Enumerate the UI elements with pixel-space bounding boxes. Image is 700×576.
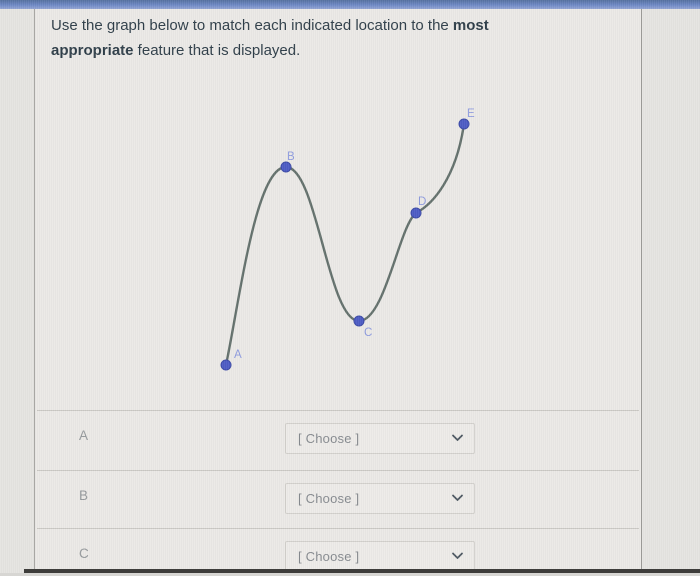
browser-top-strip — [0, 0, 700, 9]
question-line-2: appropriate feature that is displayed. — [51, 41, 301, 59]
choose-dropdown-c[interactable]: [ Choose ] — [285, 541, 475, 572]
row-divider — [37, 528, 639, 529]
screen-bottom-edge — [24, 569, 700, 573]
match-row-c: C [ Choose ] — [35, 528, 640, 576]
choose-placeholder: [ Choose ] — [298, 491, 360, 506]
chevron-down-icon — [452, 434, 463, 441]
question-line-1: Use the graph below to match each indica… — [51, 17, 489, 34]
choose-dropdown-b[interactable]: [ Choose ] — [285, 483, 475, 514]
choose-placeholder: [ Choose ] — [298, 431, 360, 446]
match-row-label-a: A — [79, 428, 89, 443]
chevron-down-icon — [452, 552, 463, 559]
choose-placeholder: [ Choose ] — [298, 549, 360, 564]
match-row-label-b: B — [79, 488, 89, 503]
match-row-b: B [ Choose ] — [35, 470, 640, 528]
choose-dropdown-a[interactable]: [ Choose ] — [285, 423, 475, 454]
match-row-label-c: C — [79, 546, 89, 561]
chevron-down-icon — [452, 494, 463, 501]
match-row-a: A [ Choose ] — [35, 410, 640, 468]
row-divider — [37, 470, 639, 471]
screen-bottom-bezel — [0, 573, 700, 576]
row-divider — [37, 410, 639, 411]
question-text: Use the graph below to match each indica… — [51, 14, 611, 63]
